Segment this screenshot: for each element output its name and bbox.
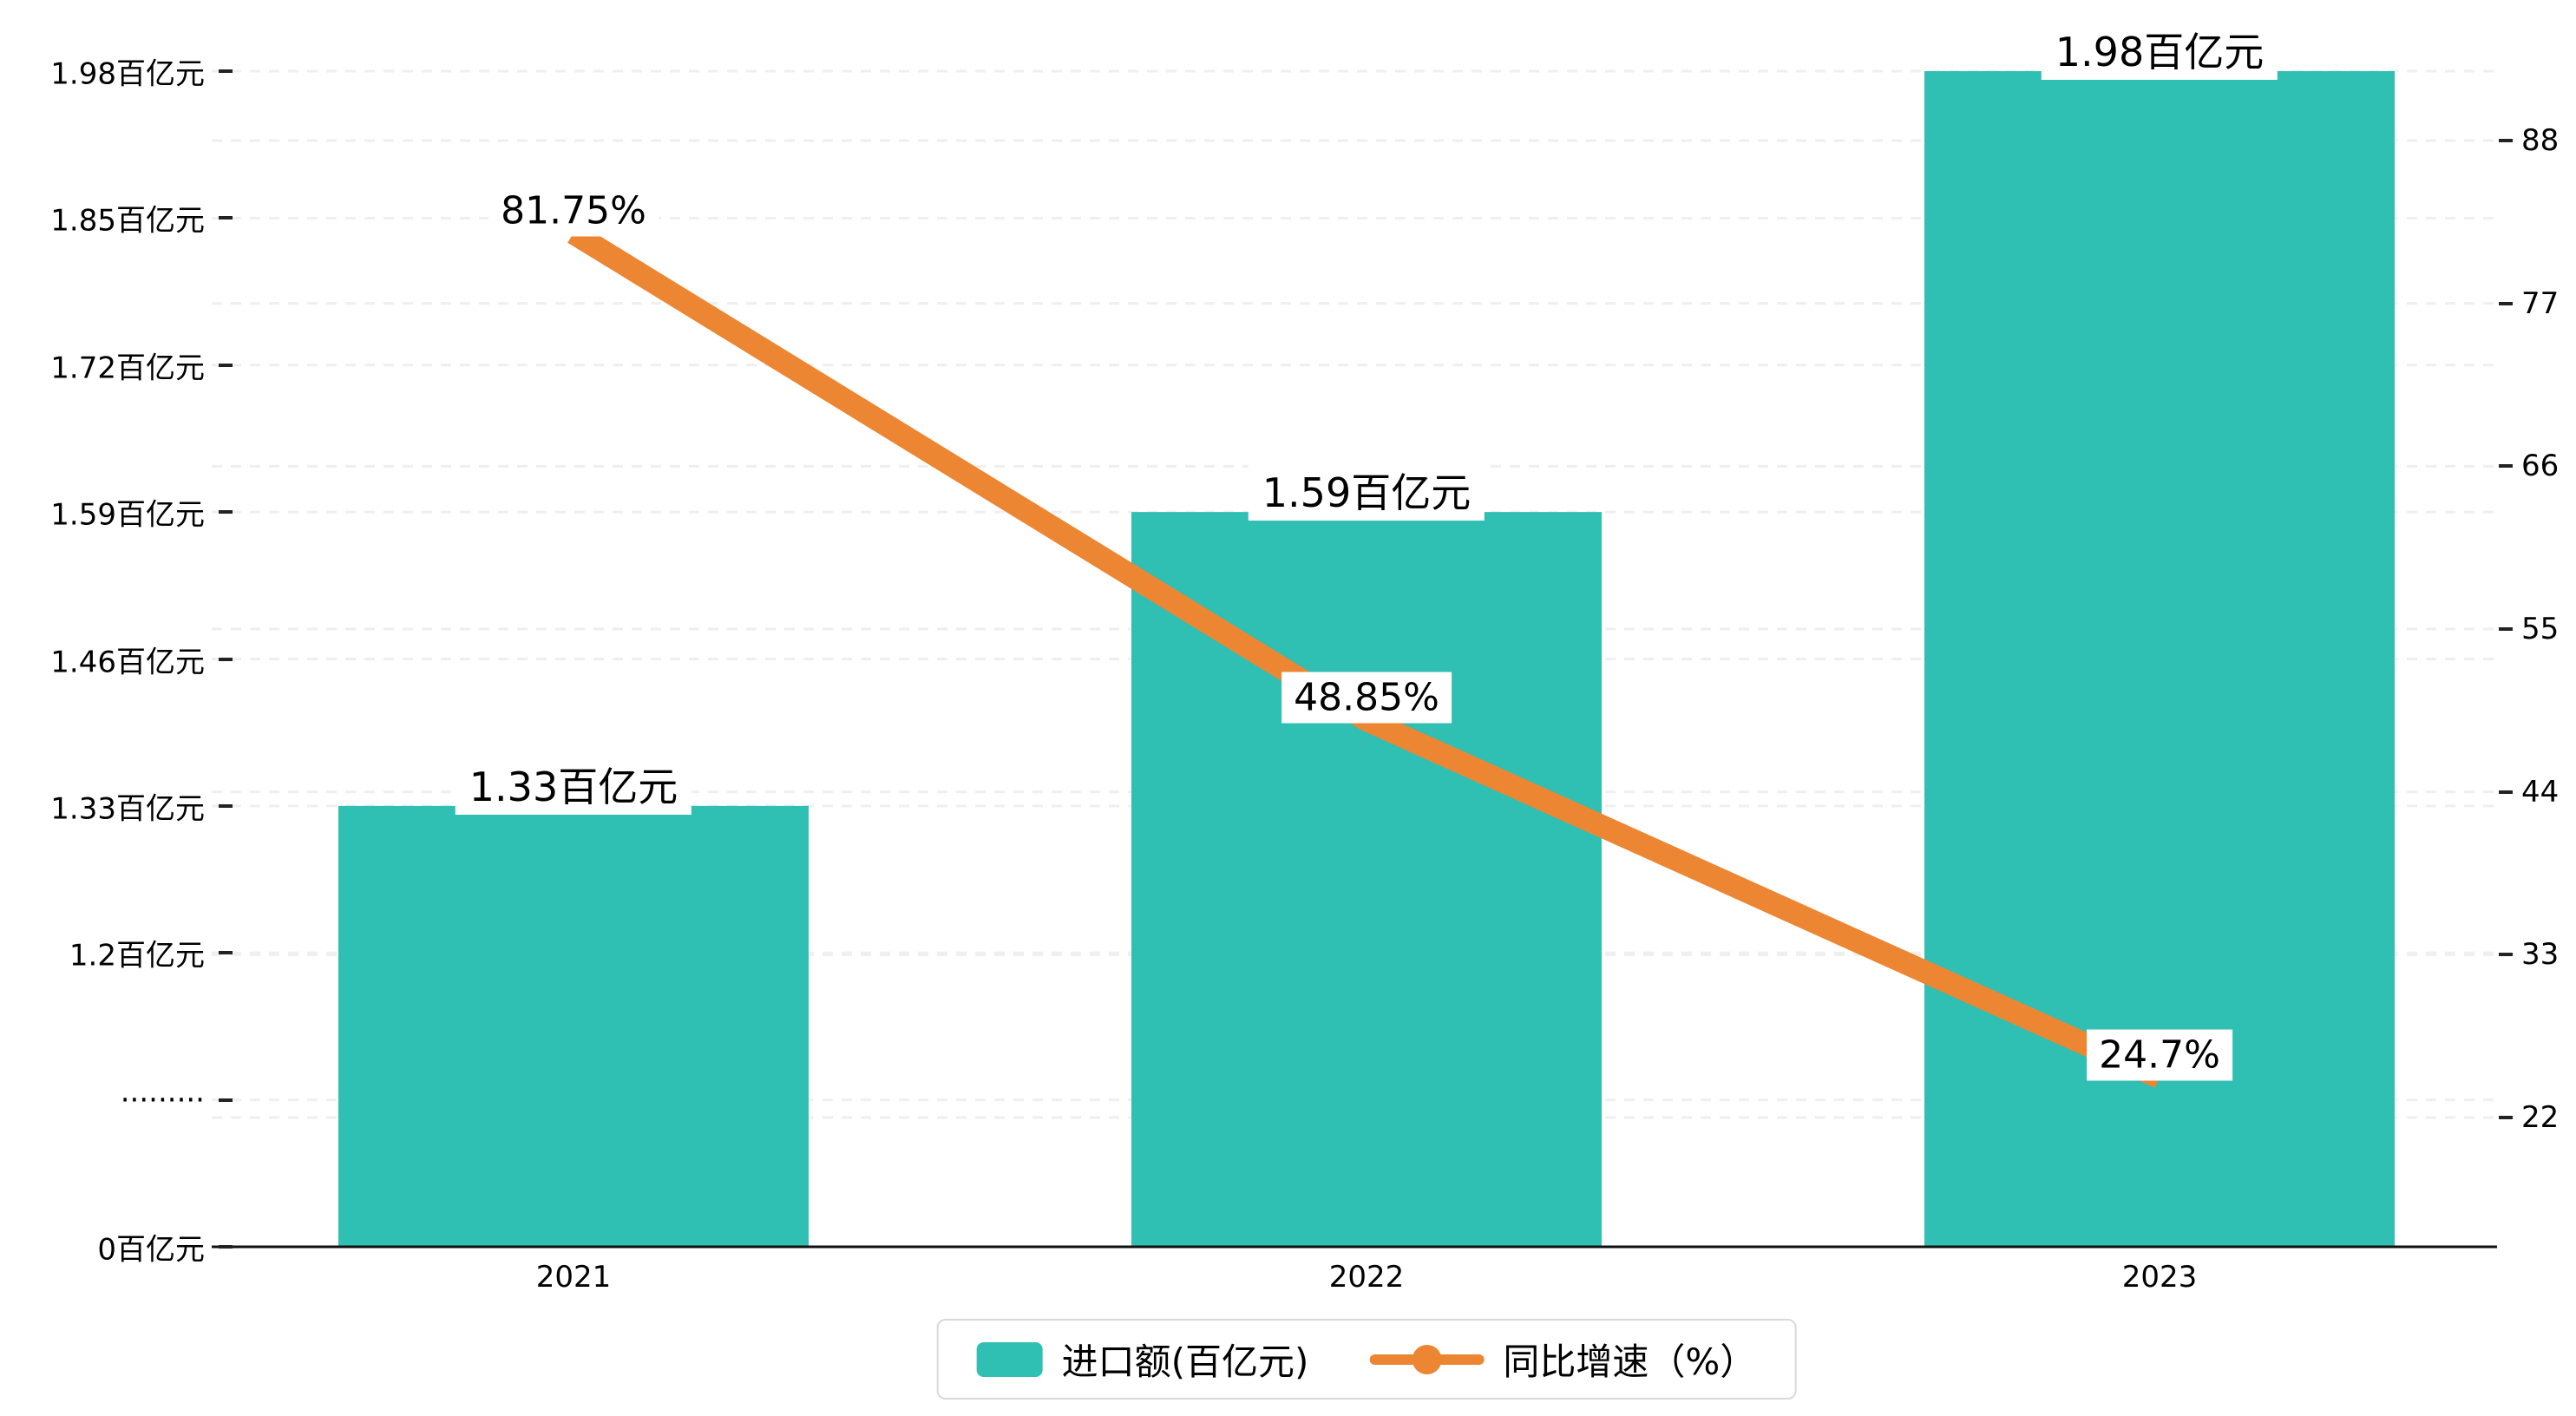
bar-value-label: 1.98百亿元	[2041, 19, 2278, 80]
line-dot-icon	[1369, 1342, 1485, 1377]
left-axis-tick-label: 0百亿元	[97, 1232, 205, 1268]
left-axis-tick-mark	[219, 657, 233, 661]
left-axis-tick-mark	[219, 1098, 233, 1102]
bar-value-label: 1.59百亿元	[1248, 460, 1485, 521]
right-axis-tick-label: 55	[2521, 612, 2560, 646]
right-axis-tick-mark	[2499, 953, 2513, 957]
x-axis-label-2023: 2023	[2121, 1260, 2198, 1295]
right-axis-tick-label: 77	[2521, 285, 2560, 321]
legend-item-import-value[interactable]: 进口额(百亿元)	[976, 1333, 1309, 1386]
left-axis-tick-label: 1.85百亿元	[50, 203, 205, 239]
left-axis-tick-mark	[219, 363, 233, 367]
legend-label: 同比增速（%）	[1503, 1341, 1757, 1383]
right-axis-tick-label: 44	[2521, 774, 2560, 810]
line-value-label: 24.7%	[2087, 1029, 2232, 1081]
right-axis-tick-label: 33	[2521, 937, 2560, 973]
left-axis-tick-mark	[219, 1245, 233, 1249]
line-value-label: 81.75%	[488, 185, 659, 237]
right-axis-tick-label: 22	[2521, 1100, 2560, 1135]
right-axis-tick-mark	[2499, 1116, 2513, 1119]
right-axis-tick-mark	[2499, 139, 2513, 142]
left-axis-tick-label: 1.2百亿元	[69, 938, 205, 974]
right-axis-tick-mark	[2499, 790, 2513, 794]
left-axis-tick-mark	[219, 803, 233, 808]
right-axis-tick-mark	[2499, 627, 2513, 631]
left-axis-tick-mark	[219, 951, 233, 955]
bar-2021[interactable]	[338, 805, 809, 1247]
left-axis-tick-mark	[219, 216, 233, 220]
left-axis-tick-label: 1.33百亿元	[50, 791, 205, 827]
left-axis-tick-label: 1.98百亿元	[50, 56, 205, 92]
right-axis-tick-mark	[2499, 301, 2513, 305]
right-axis-tick-label: 88	[2521, 123, 2560, 158]
x-axis-label-2021: 2021	[535, 1260, 612, 1295]
right-axis-tick-label: 66	[2521, 449, 2560, 484]
x-axis-label-2022: 2022	[1328, 1260, 1405, 1295]
left-axis-break-label: ·········	[120, 1082, 205, 1118]
bar-value-label: 1.33百亿元	[455, 753, 692, 815]
left-axis-tick-label: 1.72百亿元	[50, 351, 205, 386]
left-axis-tick-mark	[219, 510, 233, 515]
legend-item-growth-rate[interactable]: 同比增速（%）	[1369, 1333, 1756, 1386]
left-axis-tick-mark	[219, 69, 233, 73]
legend: 进口额(百亿元) 同比增速（%）	[936, 1319, 1797, 1400]
line-value-label: 48.85%	[1281, 672, 1452, 724]
left-axis-tick-label: 1.59百亿元	[50, 497, 205, 533]
right-axis-tick-mark	[2499, 464, 2513, 469]
legend-label: 进口额(百亿元)	[1061, 1341, 1309, 1383]
left-axis-tick-label: 1.46百亿元	[50, 645, 205, 679]
bar-swatch-icon	[976, 1341, 1043, 1377]
